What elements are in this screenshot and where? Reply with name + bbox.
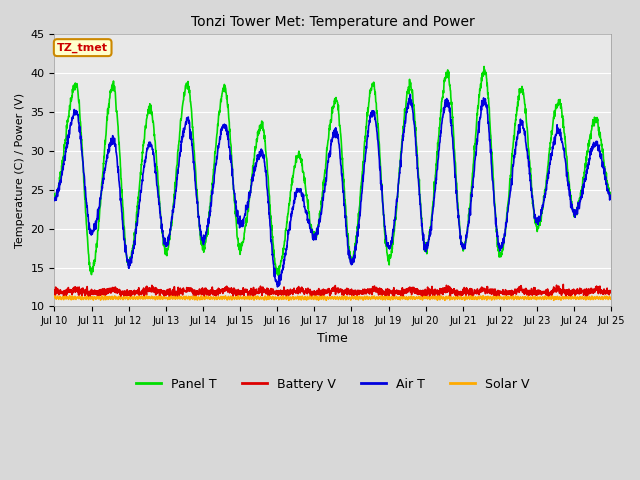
- Y-axis label: Temperature (C) / Power (V): Temperature (C) / Power (V): [15, 93, 25, 248]
- X-axis label: Time: Time: [317, 332, 348, 345]
- Title: Tonzi Tower Met: Temperature and Power: Tonzi Tower Met: Temperature and Power: [191, 15, 475, 29]
- Legend: Panel T, Battery V, Air T, Solar V: Panel T, Battery V, Air T, Solar V: [131, 372, 534, 396]
- Text: TZ_tmet: TZ_tmet: [57, 43, 108, 53]
